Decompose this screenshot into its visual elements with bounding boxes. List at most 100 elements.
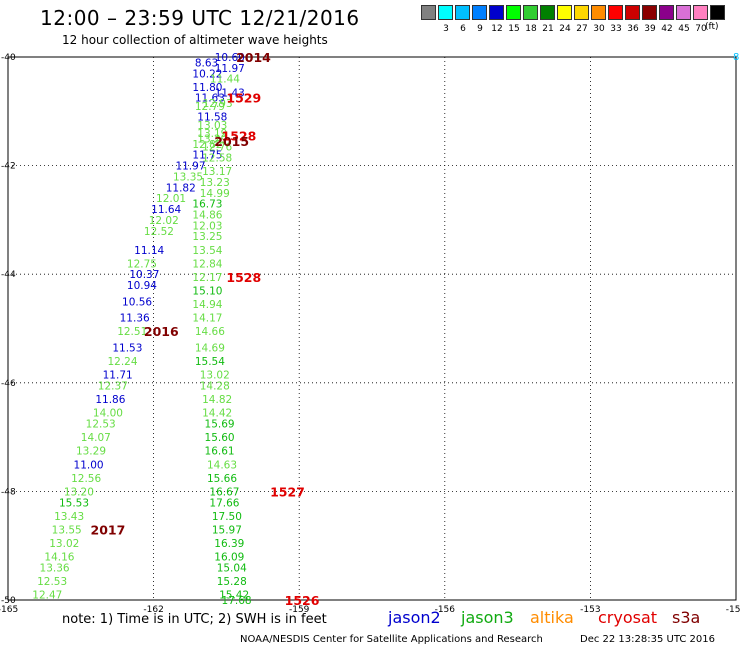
legend-label: 9: [477, 24, 483, 34]
satellite-name: jason2: [388, 608, 441, 627]
wave-height-value: 17.50: [212, 511, 242, 523]
wave-height-value: 14.07: [81, 432, 111, 444]
wave-height-value: 12.51: [117, 326, 147, 338]
legend-swatch: [506, 5, 521, 20]
pass-time-label: 2016: [144, 324, 179, 339]
wave-height-value: 15.97: [212, 524, 242, 536]
wave-height-value: 15.66: [207, 473, 237, 485]
wave-height-value: 12.17: [192, 272, 222, 284]
lon-tick-label: -156: [435, 605, 456, 615]
legend-swatch: [693, 5, 708, 20]
legend-swatch: [455, 5, 470, 20]
wave-height-value: 12.76: [202, 142, 232, 154]
plot-title: 12:00 – 23:59 UTC 12/21/2016: [40, 6, 360, 30]
legend-swatch: [659, 5, 674, 20]
satellite-name: s3a: [672, 608, 701, 627]
legend-label: 15: [508, 24, 520, 34]
legend-label: 21: [542, 24, 554, 34]
legend-label: 24: [559, 24, 571, 34]
wave-height-value: 15.53: [59, 497, 89, 509]
legend-swatch: [625, 5, 640, 20]
credit-line: NOAA/NESDIS Center for Satellite Applica…: [240, 634, 543, 645]
pass-time-label: 2017: [91, 522, 126, 537]
wave-height-value: 13.23: [200, 177, 230, 189]
wave-height-value: 15.54: [195, 356, 225, 368]
wave-height-value: 10.94: [127, 280, 157, 292]
legend-swatch: [574, 5, 589, 20]
wave-height-value: 12.47: [32, 590, 62, 602]
legend-swatch: [472, 5, 487, 20]
pass-time-label: 1527: [270, 484, 305, 499]
wave-height-value: 13.35: [173, 171, 203, 183]
wave-height-value: 13.25: [192, 231, 222, 243]
wave-height-value: 11.53: [112, 343, 142, 355]
wave-height-value: 12.53: [86, 419, 116, 431]
legend-label: 39: [644, 24, 656, 34]
wave-height-value: 12.01: [156, 193, 186, 205]
lat-tick-label: -42: [1, 162, 16, 172]
wave-height-value: 12.53: [37, 576, 67, 588]
pass-time-label: 1529: [226, 91, 261, 106]
legend-label: 3: [443, 24, 449, 34]
wave-height-value: 13.43: [54, 511, 84, 523]
pass-time-label: 2014: [236, 50, 271, 65]
legend-label: 30: [593, 24, 605, 34]
legend-label: 33: [610, 24, 622, 34]
wave-height-value: 17.68: [222, 595, 252, 607]
legend-swatch: [642, 5, 657, 20]
wave-height-value: 13.29: [76, 446, 106, 458]
wave-height-value: 11.82: [166, 182, 196, 194]
wave-height-value: 13.29: [197, 133, 227, 145]
wave-height-value: 11.14: [134, 245, 164, 257]
plot-subtitle: 12 hour collection of altimeter wave hei…: [62, 33, 328, 47]
footnote: note: 1) Time is in UTC; 2) SWH is in fe…: [62, 612, 327, 627]
lon-tick-label: -150: [726, 605, 740, 615]
wave-height-value: 11.00: [74, 459, 104, 471]
legend-swatch: [523, 5, 538, 20]
wave-height-value: 12.84: [192, 258, 222, 270]
legend-swatch: [438, 5, 453, 20]
pass-time-label: 1528: [226, 270, 261, 285]
legend-swatch: [608, 5, 623, 20]
legend-swatch: [489, 5, 504, 20]
wave-height-value: 12.58: [202, 152, 232, 164]
wave-height-value: 11.86: [95, 394, 125, 406]
wave-height-value: 17.66: [209, 497, 239, 509]
wave-height-value: 11.75: [192, 150, 222, 162]
wave-height-value: 14.82: [202, 394, 232, 406]
satellite-name: altika: [530, 608, 574, 627]
legend-swatch: [591, 5, 606, 20]
wave-height-value: 11.36: [120, 313, 150, 325]
lon-tick-label: -153: [580, 605, 600, 615]
lat-tick-label: -50: [1, 596, 16, 606]
wave-height-value: 11.44: [210, 74, 240, 86]
legend-swatch: [676, 5, 691, 20]
wave-height-value: 12.02: [149, 215, 179, 227]
wave-height-value: 10.56: [122, 296, 152, 308]
wave-height-value: 14.28: [200, 381, 230, 393]
legend-label: 45: [678, 24, 690, 34]
legend-label: 6: [460, 24, 466, 34]
wave-height-value: 11.71: [103, 370, 133, 382]
wave-height-value: 13.54: [192, 245, 222, 257]
wave-height-value: 16.61: [205, 446, 235, 458]
legend-unit: (ft): [705, 22, 719, 32]
wave-height-value: 13.02: [200, 370, 230, 382]
wave-height-value: 12.75: [127, 258, 157, 270]
legend-swatch: [557, 5, 572, 20]
wave-height-value: 11.80: [192, 82, 222, 94]
legend-swatch: [421, 5, 436, 20]
wave-height-value: 13.03: [197, 120, 227, 132]
wave-height-value: 12.93: [203, 98, 233, 110]
wave-height-value: 13.36: [40, 562, 70, 574]
edge-value-label: 8: [733, 52, 739, 63]
wave-height-value: 11.97: [175, 161, 205, 173]
legend-swatch: [710, 5, 725, 20]
wave-height-value: 12.52: [144, 226, 174, 238]
wave-height-value: 12.56: [71, 473, 101, 485]
wave-height-value: 10.37: [129, 269, 159, 281]
wave-height-value: 15.28: [217, 576, 247, 588]
legend-label: 36: [627, 24, 639, 34]
pass-time-label: 1528: [222, 129, 257, 144]
wave-height-value: 13.19: [197, 128, 227, 140]
